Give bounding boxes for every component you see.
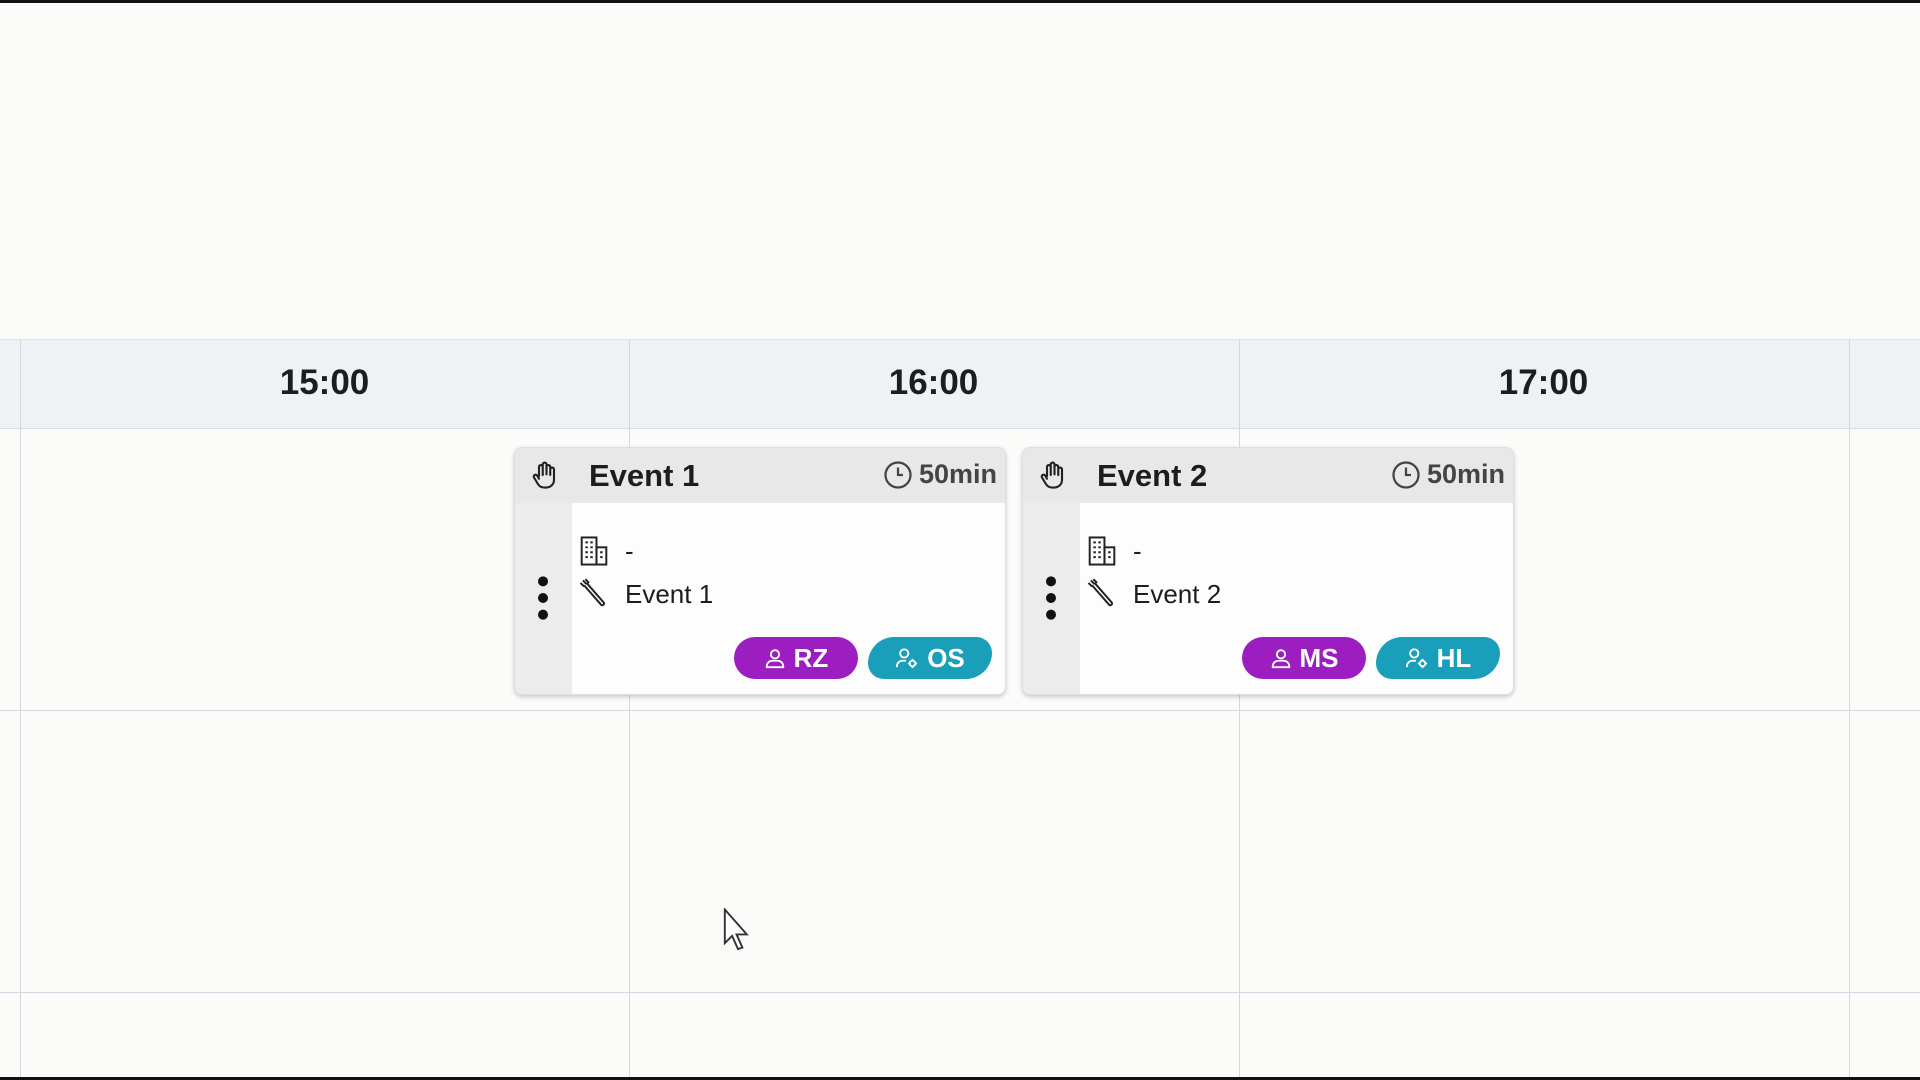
- event-title: Event 1: [589, 458, 700, 493]
- staff-badge[interactable]: MS: [1242, 637, 1366, 679]
- badge-initials: MS: [1299, 642, 1339, 673]
- person-gear-icon: [1405, 648, 1427, 669]
- location-row: -: [1087, 535, 1142, 567]
- bottom-border: [0, 1077, 1920, 1080]
- service-row: Event 2: [1087, 578, 1221, 610]
- resource-badge[interactable]: OS: [868, 637, 992, 679]
- building-icon: [580, 536, 608, 566]
- person-gear-icon: [896, 648, 918, 669]
- more-options-icon[interactable]: [1041, 573, 1061, 623]
- service-row: Event 1: [579, 578, 713, 610]
- duration-text: 50min: [1426, 459, 1505, 489]
- event-card[interactable]: Event 1 50min - Event 1 RZ OS: [514, 447, 1006, 695]
- clock-icon: [884, 460, 912, 489]
- location-text: -: [1133, 535, 1142, 566]
- person-icon: [765, 649, 784, 669]
- location-text: -: [625, 535, 634, 566]
- resource-badge[interactable]: HL: [1376, 637, 1500, 679]
- event-card[interactable]: Event 2 50min - Event 2 MS HL: [1022, 447, 1514, 695]
- duration-text: 50min: [918, 459, 997, 489]
- grid-line: [20, 339, 21, 1077]
- service-text: Event 1: [625, 578, 714, 609]
- event-title: Event 2: [1097, 458, 1208, 493]
- hand-drag-icon[interactable]: [1037, 460, 1067, 490]
- duration: 50min: [883, 459, 997, 490]
- event-header: [515, 448, 1005, 503]
- grid-line: [629, 339, 630, 1077]
- grid-line: [1849, 339, 1850, 1077]
- staff-badge[interactable]: RZ: [734, 637, 858, 679]
- grid-line: [0, 992, 1920, 993]
- service-text: Event 2: [1133, 578, 1222, 609]
- hand-drag-icon[interactable]: [529, 460, 559, 490]
- toothbrush-icon: [579, 578, 605, 607]
- clock-icon: [1392, 460, 1420, 489]
- hour-label: 16:00: [888, 363, 979, 402]
- grid-line: [1239, 339, 1240, 1077]
- hour-label: 15:00: [279, 363, 370, 402]
- mouse-cursor-icon: [723, 908, 749, 951]
- hour-label: 17:00: [1498, 363, 1589, 402]
- grid-line: [0, 710, 1920, 711]
- building-icon: [1088, 536, 1116, 566]
- timeline-header: [0, 339, 1920, 429]
- badge-initials: HL: [1436, 642, 1472, 673]
- person-icon: [1271, 649, 1290, 669]
- badge-initials: RZ: [793, 642, 829, 673]
- event-header: [1023, 448, 1513, 503]
- badge-initials: OS: [927, 642, 965, 673]
- more-options-icon[interactable]: [533, 573, 553, 623]
- duration: 50min: [1391, 459, 1505, 490]
- toothbrush-icon: [1087, 578, 1113, 607]
- location-row: -: [579, 535, 634, 567]
- top-border: [0, 0, 1920, 3]
